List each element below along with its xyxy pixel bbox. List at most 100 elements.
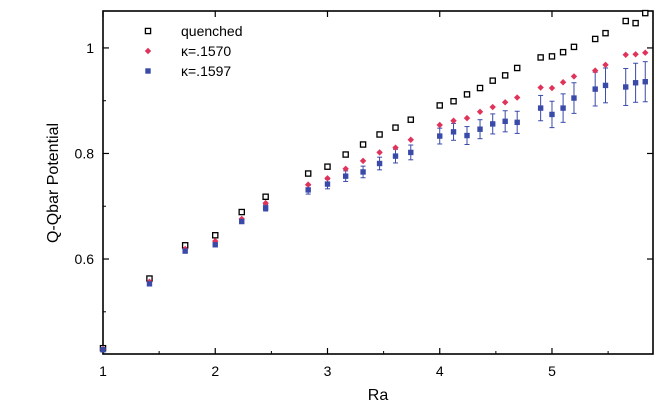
legend-label-3: κ=.1597	[181, 63, 231, 79]
legend-marker-2	[144, 47, 152, 55]
y-tick-label: 0.6	[75, 251, 95, 267]
series-1-point	[559, 48, 567, 56]
series-1-point	[501, 72, 509, 79]
data-points	[99, 9, 649, 353]
x-tick-label: 4	[436, 363, 444, 379]
series-1-point	[262, 193, 269, 200]
series-3-point	[342, 173, 349, 179]
series-3-point	[490, 121, 496, 127]
series-2-point	[392, 144, 399, 151]
series-3-point	[450, 129, 457, 135]
plot-frame	[102, 10, 654, 355]
series-3-point	[392, 153, 399, 159]
x-tick-label: 3	[324, 363, 332, 379]
series-1-point	[476, 84, 484, 92]
series-3-point	[560, 105, 566, 111]
series-2-point	[548, 84, 556, 92]
series-2-point	[559, 79, 567, 86]
series-3-point	[464, 132, 470, 139]
series-3-point	[182, 248, 188, 254]
error-bars	[263, 61, 648, 212]
series-1-point	[548, 53, 556, 60]
y-axis-title: Q-Qbar Potential	[45, 123, 62, 243]
series-2-point	[304, 181, 312, 188]
series-3-point	[146, 281, 153, 287]
series-1-point	[392, 124, 399, 131]
series-1-point	[489, 77, 496, 84]
series-3-point	[408, 149, 414, 156]
series-3-point	[324, 181, 331, 187]
y-tick-label: 0.8	[75, 145, 95, 161]
series-3-point	[477, 126, 483, 132]
series-3-point	[437, 133, 443, 139]
series-2-point	[591, 67, 599, 74]
series-2-point	[262, 199, 269, 207]
series-1-point	[304, 170, 312, 177]
series-3-point	[514, 119, 520, 126]
series-2-point	[436, 121, 443, 129]
series-2-point	[376, 149, 383, 156]
series-1-point	[602, 29, 609, 37]
series-1-point	[537, 54, 544, 61]
series-1-point	[359, 141, 367, 148]
series-3-point	[623, 84, 629, 90]
series-1-point	[642, 9, 649, 17]
series-3-point	[549, 111, 555, 118]
x-axis-title: Ra	[368, 387, 389, 404]
y-tick-label: 1	[86, 40, 94, 56]
series-2-point	[342, 165, 349, 172]
series-3-point	[602, 82, 609, 89]
series-2-point	[602, 61, 609, 69]
series-3-point	[376, 160, 383, 167]
series-2-point	[450, 117, 457, 124]
series-1-point	[407, 116, 415, 123]
series-1-point	[622, 17, 629, 25]
series-2-point	[642, 49, 649, 56]
legend-label-2: κ=.1570	[181, 43, 231, 59]
series-3-point	[262, 205, 269, 211]
series-1-point	[211, 232, 219, 239]
series-1-point	[376, 131, 383, 138]
series-1-point	[238, 208, 245, 216]
series-3-point	[360, 169, 366, 175]
series-2-point	[324, 175, 331, 182]
series-1-point	[436, 102, 443, 109]
series-3-point	[571, 95, 577, 101]
series-3-point	[100, 347, 106, 353]
series-2-point	[407, 136, 414, 143]
series-1-point	[632, 19, 639, 27]
series-2-point	[622, 51, 629, 58]
series-2-point	[463, 114, 471, 122]
series-1-point	[570, 43, 578, 51]
legend-marker-1	[144, 27, 152, 35]
legend-marker-3	[145, 68, 151, 74]
series-1-point	[342, 151, 349, 158]
series-1-point	[591, 35, 599, 43]
series-3-point	[305, 187, 311, 193]
series-3-point	[592, 86, 598, 92]
x-tick-label: 2	[211, 363, 219, 379]
series-1-point	[463, 91, 471, 98]
series-1-point	[324, 163, 331, 170]
series-2-point	[359, 157, 367, 165]
series-3-point	[212, 242, 218, 248]
series-2-point	[513, 94, 521, 101]
series-2-point	[476, 108, 484, 115]
series-2-point	[632, 51, 639, 58]
series-3-point	[502, 118, 508, 124]
legend-label-1: quenched	[181, 23, 243, 39]
legend: quenched κ=.1570 κ=.1597	[144, 23, 243, 79]
series-2-point	[570, 73, 578, 80]
series-1-point	[450, 97, 457, 105]
axis-ticks: 1 2 3 4 5 0.6 0.8 1	[75, 11, 653, 379]
series-2-point	[537, 84, 544, 91]
series-3-point	[537, 105, 544, 111]
x-tick-label: 5	[548, 363, 556, 379]
x-tick-label: 1	[99, 363, 107, 379]
series-3-point	[642, 79, 648, 85]
series-2-point	[489, 103, 496, 111]
series-1-point	[513, 64, 521, 72]
series-3-point	[632, 80, 639, 86]
